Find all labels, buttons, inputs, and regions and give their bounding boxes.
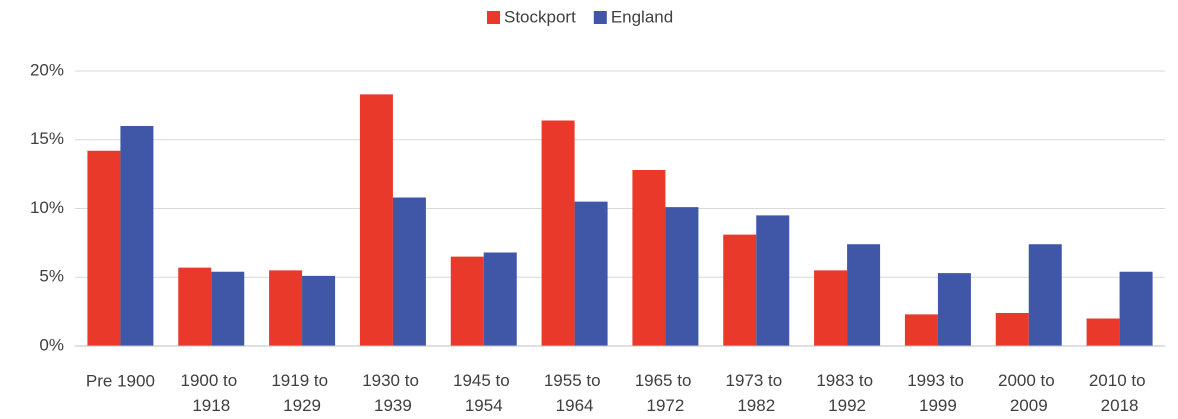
bar <box>995 313 1029 346</box>
legend-swatch <box>593 11 607 24</box>
bar <box>1086 318 1120 346</box>
bar <box>120 126 154 346</box>
x-tick-label: 1919 to 1929 <box>271 371 332 415</box>
y-tick-label: 10% <box>30 198 64 217</box>
x-tick-label: Pre 1900 <box>86 371 155 390</box>
x-tick-label: 1965 to 1972 <box>635 371 696 415</box>
bar <box>847 244 881 346</box>
x-tick-label: 1930 to 1939 <box>362 371 423 415</box>
bar <box>1028 244 1062 346</box>
bar <box>178 267 212 346</box>
x-tick-label: 1973 to 1982 <box>726 371 787 415</box>
y-tick-label: 15% <box>30 129 64 148</box>
bar <box>450 256 484 346</box>
bar <box>269 270 303 346</box>
bar <box>302 275 336 346</box>
x-tick-label: 1955 to 1964 <box>544 371 605 415</box>
x-tick-label: 2010 to 2018 <box>1089 371 1150 415</box>
bar <box>632 170 666 346</box>
bar <box>483 252 517 346</box>
bar <box>937 273 971 346</box>
bar <box>574 201 608 346</box>
x-tick-label: 1993 to 1999 <box>907 371 968 415</box>
legend-label: England <box>611 7 673 26</box>
bar <box>814 270 848 346</box>
legend-label: Stockport <box>504 7 576 26</box>
bar <box>211 271 245 346</box>
x-tick-label: 2000 to 2009 <box>998 371 1059 415</box>
legend: Stockport England <box>487 7 673 26</box>
bar <box>723 234 757 346</box>
x-tick-label: 1945 to 1954 <box>453 371 514 415</box>
bar <box>392 197 426 346</box>
x-tick-label: 1900 to 1918 <box>181 371 242 415</box>
bar <box>541 120 575 346</box>
y-tick-label: 0% <box>39 335 64 354</box>
legend-swatch <box>487 11 500 24</box>
x-tick-label: 1983 to 1992 <box>816 371 877 415</box>
bar <box>665 207 699 346</box>
bar <box>359 94 393 346</box>
y-tick-label: 5% <box>39 267 64 286</box>
bar <box>87 150 121 346</box>
bar <box>904 314 938 346</box>
y-tick-label: 20% <box>30 60 64 79</box>
bar <box>1119 271 1153 346</box>
bar <box>756 215 790 346</box>
